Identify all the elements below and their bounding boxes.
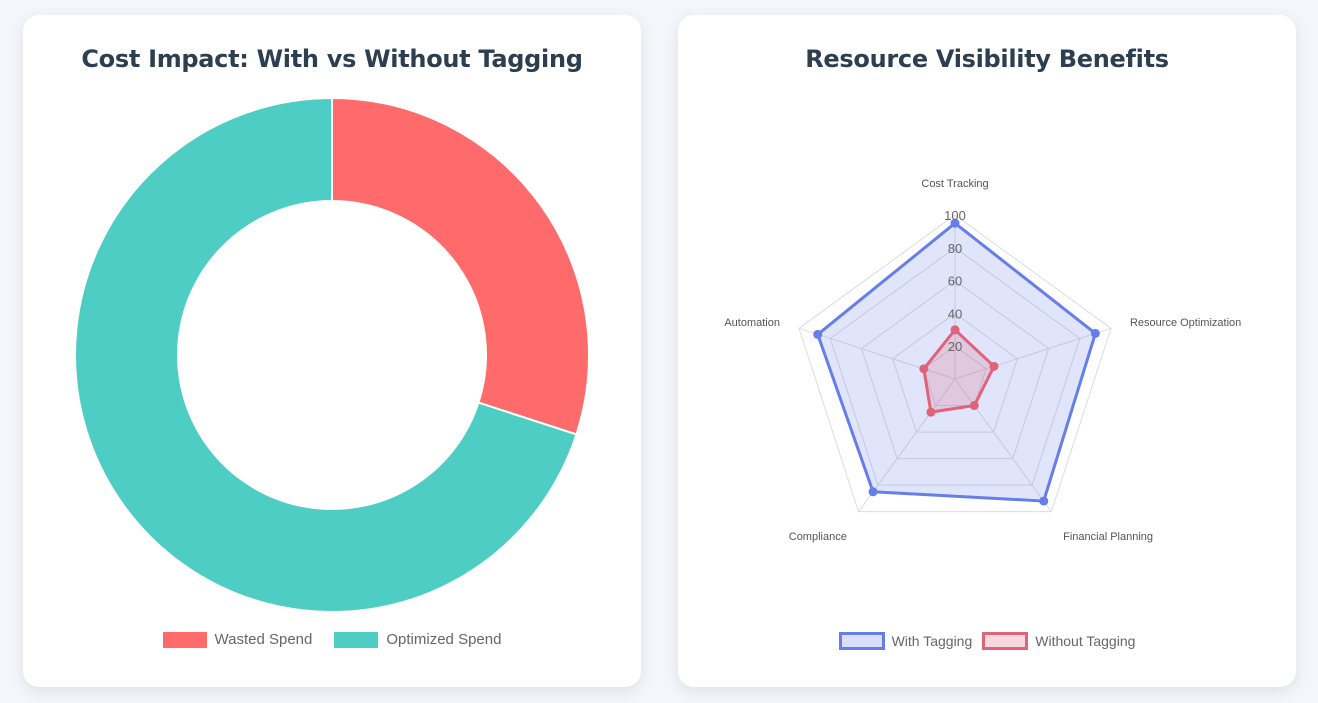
radar-spoke xyxy=(798,327,956,380)
cost-impact-legend: Wasted Spend Optimized Spend xyxy=(23,631,641,648)
radar-spoke xyxy=(954,378,1052,512)
radar-series-with-tagging xyxy=(813,218,1100,506)
radar-point-with-tagging-compliance[interactable] xyxy=(868,487,878,497)
radar-point-with-tagging-cost-tracking[interactable] xyxy=(950,218,960,228)
radar-tick-label: 40 xyxy=(948,306,962,321)
radar-tick-label: 60 xyxy=(948,274,962,289)
radar-grid-ring xyxy=(892,312,1018,433)
legend-label-without-tagging: Without Tagging xyxy=(1035,633,1136,649)
doughnut-slice-wasted-spend[interactable] xyxy=(331,96,590,436)
radar-grid-ring xyxy=(860,279,1050,460)
radar-point-without-tagging-financial-planning[interactable] xyxy=(969,401,979,411)
radar-series-without-tagging xyxy=(919,325,999,417)
resource-visibility-legend: With Tagging Without Tagging xyxy=(678,632,1296,650)
radar-axis-label-resource-optimization: Resource Optimization xyxy=(1130,317,1241,329)
radar-grid-ring xyxy=(798,214,1112,513)
legend-item-without-tagging[interactable]: Without Tagging xyxy=(982,632,1135,650)
radar-point-without-tagging-cost-tracking[interactable] xyxy=(950,325,960,335)
resource-visibility-radar-chart: 20 40 60 80 100 Cost Tracking Resource Optimiz… xyxy=(724,178,1241,543)
cost-impact-card: Cost Impact: With vs Without Tagging Was… xyxy=(23,15,641,687)
cost-impact-title: Cost Impact: With vs Without Tagging xyxy=(81,45,583,73)
radar-area-without-tagging xyxy=(922,328,996,414)
legend-item-with-tagging[interactable]: With Tagging xyxy=(838,632,973,650)
resource-visibility-card: Resource Visibility Benefits 20 40 60 80 100… xyxy=(678,15,1296,687)
radar-tick-label: 80 xyxy=(948,241,962,256)
legend-item-optimized-spend[interactable]: Optimized Spend xyxy=(334,631,501,648)
radar-grid-ring xyxy=(829,247,1081,486)
legend-item-wasted-spend[interactable]: Wasted Spend xyxy=(162,631,313,648)
radar-grid-ring xyxy=(923,345,987,407)
resource-visibility-title: Resource Visibility Benefits xyxy=(805,45,1169,73)
radar-axis-label-automation: Automation xyxy=(724,317,780,329)
radar-grid xyxy=(798,214,1112,513)
wasted-spend-swatch xyxy=(162,631,207,648)
radar-tick-label: 100 xyxy=(944,208,966,223)
radar-point-with-tagging-automation[interactable] xyxy=(813,329,823,339)
radar-area-with-tagging xyxy=(816,221,1097,503)
radar-axis-label-cost-tracking: Cost Tracking xyxy=(921,178,988,190)
cost-impact-doughnut-chart xyxy=(74,96,590,613)
radar-point-without-tagging-compliance[interactable] xyxy=(926,407,936,417)
radar-point-without-tagging-resource-optimization[interactable] xyxy=(989,361,999,371)
radar-axis-label-compliance: Compliance xyxy=(789,531,847,543)
radar-point-with-tagging-resource-optimization[interactable] xyxy=(1090,328,1100,338)
optimized-spend-swatch xyxy=(334,631,379,648)
without-tagging-swatch xyxy=(982,632,1029,650)
legend-label-wasted-spend: Wasted Spend xyxy=(214,631,313,648)
legend-label-optimized-spend: Optimized Spend xyxy=(386,631,502,648)
legend-label-with-tagging: With Tagging xyxy=(891,633,973,649)
with-tagging-swatch xyxy=(838,632,885,650)
radar-axis-label-financial-planning: Financial Planning xyxy=(1063,531,1153,543)
radar-tick-label: 20 xyxy=(948,339,962,354)
radar-spoke xyxy=(954,327,1112,380)
radar-point-with-tagging-financial-planning[interactable] xyxy=(1039,496,1049,506)
radar-point-without-tagging-automation[interactable] xyxy=(919,364,929,374)
doughnut-slice-optimized-spend[interactable] xyxy=(74,96,578,613)
